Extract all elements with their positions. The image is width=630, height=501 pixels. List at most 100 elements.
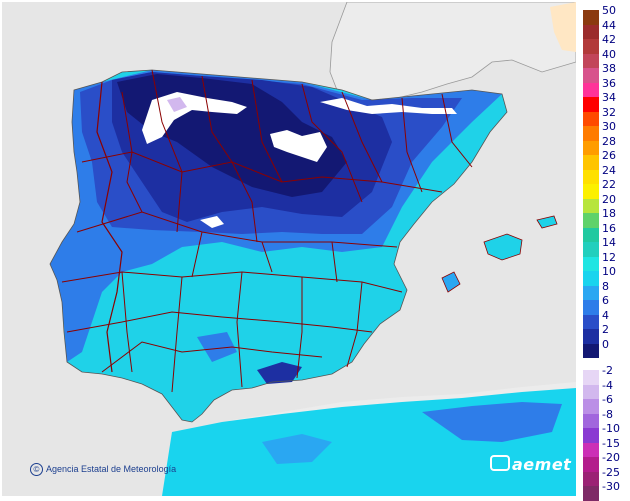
legend-label: 40: [602, 47, 616, 61]
legend-label: 18: [602, 207, 616, 220]
legend-swatch: [583, 126, 599, 141]
menorca-island: [536, 215, 558, 229]
legend-label: 34: [602, 91, 616, 104]
legend-item-16: 16: [582, 222, 630, 242]
legend-item-minus2: -2: [582, 365, 630, 385]
legend-swatch: [583, 24, 599, 39]
legend-label: -8: [602, 407, 613, 421]
province-borders: [61, 69, 473, 393]
legend-swatch: [583, 111, 599, 126]
temperature-map: [2, 2, 576, 496]
legend-swatch: [583, 97, 599, 112]
legend-label: 50: [602, 4, 616, 17]
legend-swatch: [583, 384, 599, 399]
credit-label: © Agencia Estatal de Meteorología: [30, 463, 176, 476]
legend-swatch: [583, 169, 599, 184]
legend-label: -25: [602, 465, 620, 479]
legend-label: 26: [602, 149, 616, 162]
legend-swatch: [583, 300, 599, 315]
legend-label: 0: [602, 337, 609, 351]
legend-label: 30: [602, 120, 616, 133]
legend-item-0: 0: [582, 338, 630, 358]
legend-label: 12: [602, 250, 616, 264]
legend-label: -4: [602, 378, 613, 392]
legend-label: 36: [602, 76, 616, 90]
legend-swatch: [583, 155, 599, 170]
africa-blue-patch: [422, 402, 562, 442]
legend-item-44: 44: [582, 19, 630, 39]
legend-swatch: [583, 227, 599, 242]
legend-swatch: [583, 184, 599, 199]
south-blue-patch: [197, 332, 237, 362]
legend-item-20: 20: [582, 193, 630, 213]
legend-swatch: [583, 242, 599, 257]
legend-label: 44: [602, 18, 616, 32]
aemet-logo: aemet: [490, 455, 571, 474]
subzero-peak: [167, 97, 187, 112]
legend-swatch: [583, 256, 599, 271]
iberia-coastline: [49, 69, 508, 423]
legend-label: 20: [602, 192, 616, 206]
legend-swatch: [583, 82, 599, 97]
legend-label: 2: [602, 323, 609, 336]
snow-cantabrian: [142, 92, 247, 144]
legend-label: -6: [602, 393, 613, 406]
legend-item-28: 28: [582, 135, 630, 155]
legend-label: 42: [602, 33, 616, 46]
legend-label: -15: [602, 436, 620, 450]
temperature-legend: 50 44 42 40 38 36 34 32 30 28 26 24 22 20 18 16 14 12 10 8 6…: [582, 5, 630, 501]
legend-item-minus30: -30: [582, 481, 630, 501]
legend-swatch: [583, 53, 599, 68]
legend-swatch: [583, 399, 599, 414]
legend-item-38: 38: [582, 63, 630, 83]
france-land: [329, 2, 576, 103]
legend-item-minus15: -15: [582, 437, 630, 457]
legend-swatch: [583, 213, 599, 228]
credit-text: Agencia Estatal de Meteorología: [46, 464, 177, 474]
legend-label: 6: [602, 294, 609, 307]
legend-swatch: [583, 39, 599, 54]
ibiza-island: [441, 271, 461, 293]
legend-item-42: 42: [582, 34, 630, 54]
legend-item-6: 6: [582, 295, 630, 315]
legend-label: 10: [602, 265, 616, 278]
legend-item-minus6: -6: [582, 394, 630, 414]
legend-item-8: 8: [582, 280, 630, 300]
legend-label: -2: [602, 364, 613, 377]
legend-label: 32: [602, 105, 616, 119]
legend-item-22: 22: [582, 179, 630, 199]
legend-item-34: 34: [582, 92, 630, 112]
legend-swatch: [583, 413, 599, 428]
aemet-logo-text: aemet: [512, 455, 572, 474]
legend-item-2: 2: [582, 324, 630, 344]
snow-central: [200, 216, 224, 228]
legend-label: 22: [602, 178, 616, 191]
legend-swatch: [583, 370, 599, 385]
legend-label: 4: [602, 308, 609, 322]
legend-label: -30: [602, 480, 620, 493]
legend-swatch: [583, 68, 599, 83]
legend-item-minus8: -8: [582, 408, 630, 428]
legend-item-24: 24: [582, 164, 630, 184]
legend-item-minus10: -10: [582, 423, 630, 443]
legend-item-40: 40: [582, 48, 630, 68]
legend-swatch: [583, 457, 599, 472]
legend-label: 8: [602, 279, 609, 293]
snow-iberian: [270, 130, 327, 162]
legend-item-26: 26: [582, 150, 630, 170]
legend-item-14: 14: [582, 237, 630, 257]
legend-swatch: [583, 10, 599, 25]
legend-label: 28: [602, 134, 616, 148]
legend-item-4: 4: [582, 309, 630, 329]
snow-pyrenees: [320, 98, 457, 114]
copyright-icon: ©: [30, 463, 43, 476]
legend-item-12: 12: [582, 251, 630, 271]
aemet-mark-icon: [490, 455, 510, 471]
legend-swatch: [583, 271, 599, 286]
legend-label: -10: [602, 422, 620, 435]
legend-swatch: [583, 428, 599, 443]
legend-label: 14: [602, 236, 616, 249]
legend-label: 16: [602, 221, 616, 235]
legend-swatch: [583, 198, 599, 213]
sardinia-land: [550, 2, 576, 52]
